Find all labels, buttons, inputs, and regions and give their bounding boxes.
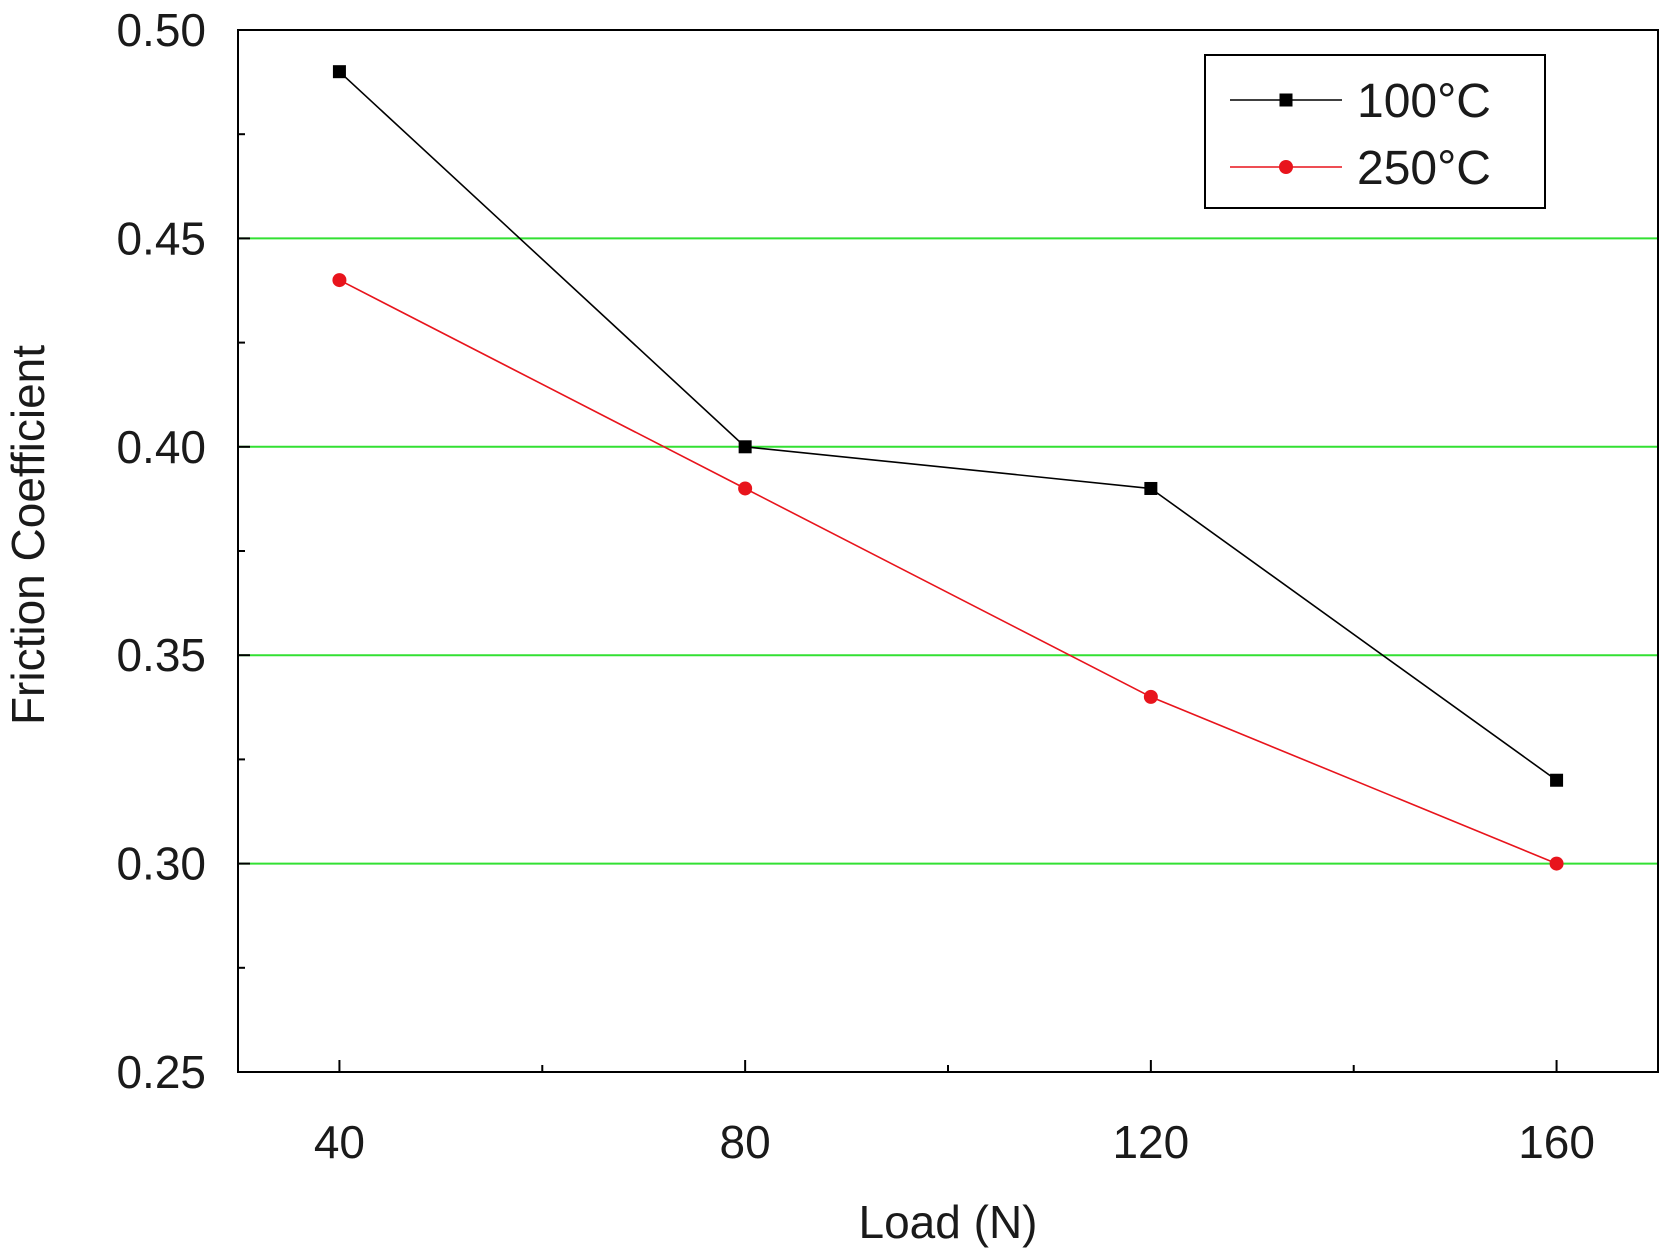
- x-tick-label: 160: [1518, 1116, 1595, 1168]
- legend-marker: [1279, 93, 1293, 107]
- series-2: [332, 273, 1564, 871]
- data-point: [1549, 856, 1564, 871]
- data-point: [332, 273, 347, 288]
- data-point: [738, 440, 752, 454]
- data-point: [1144, 481, 1158, 495]
- series-1: [332, 65, 1564, 787]
- series-line: [339, 279, 1557, 865]
- legend-label: 250°C: [1357, 142, 1491, 195]
- y-tick-label: 0.25: [116, 1046, 206, 1098]
- data-point: [1550, 773, 1564, 787]
- y-tick-label: 0.30: [116, 838, 206, 890]
- data-point: [738, 481, 753, 496]
- y-axis-title: Friction Coefficient: [2, 345, 54, 725]
- x-tick-label: 80: [720, 1116, 771, 1168]
- series-line: [338, 71, 1558, 781]
- x-axis-title: Load (N): [859, 1196, 1038, 1248]
- y-tick-label: 0.50: [116, 4, 206, 56]
- legend-label: 100°C: [1357, 75, 1491, 128]
- y-tick-label: 0.35: [116, 629, 206, 681]
- legend-box: [1204, 54, 1546, 209]
- legend-item: 100°C: [1230, 75, 1491, 128]
- data-point: [332, 65, 346, 79]
- legend-marker: [1279, 160, 1293, 174]
- y-tick-label: 0.45: [116, 212, 206, 264]
- x-tick-label: 40: [314, 1116, 365, 1168]
- legend-item: 250°C: [1230, 142, 1491, 195]
- data-point: [1143, 689, 1158, 704]
- y-tick-label: 0.40: [116, 421, 206, 473]
- x-tick-label: 120: [1112, 1116, 1189, 1168]
